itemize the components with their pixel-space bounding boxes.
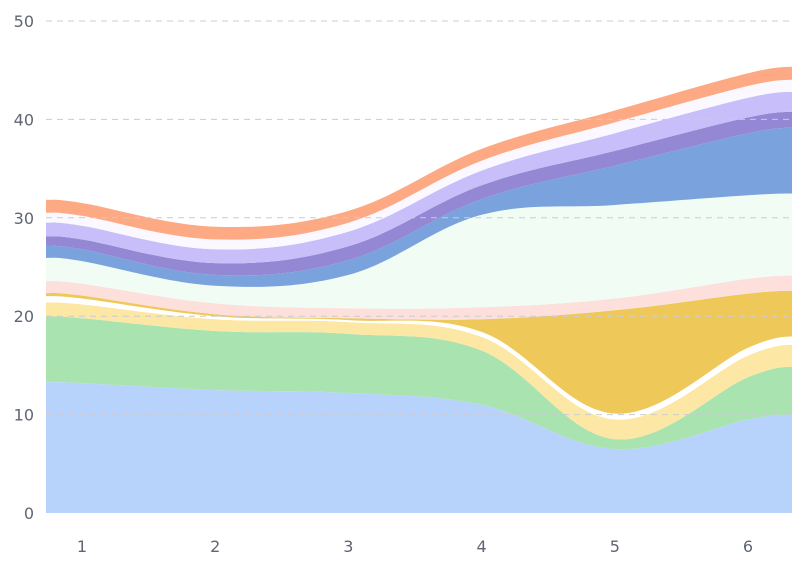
y-tick-label: 30: [14, 209, 34, 228]
area-series-10: [46, 91, 792, 264]
area-series-2: [46, 316, 792, 450]
area-series-group: [46, 66, 792, 514]
y-axis: 0 10 20 30 40 50: [14, 12, 34, 523]
x-axis: 1 2 3 4 5 6: [77, 537, 753, 556]
area-series-9: [46, 111, 792, 276]
area-series-12: [46, 66, 792, 240]
y-tick-label: 50: [14, 12, 34, 31]
x-tick-label: 6: [743, 537, 753, 556]
area-series-1: [46, 382, 792, 514]
y-gridlines: [46, 20, 792, 416]
x-tick-label: 2: [210, 537, 220, 556]
area-series-8: [46, 127, 792, 287]
area-series-3: [46, 302, 792, 440]
x-tick-label: 1: [77, 537, 87, 556]
area-series-11: [46, 79, 792, 250]
y-tick-label: 40: [14, 110, 34, 129]
area-series-7: [46, 193, 792, 309]
y-tick-label: 0: [24, 504, 34, 523]
area-series-6: [46, 275, 792, 320]
x-tick-label: 3: [343, 537, 353, 556]
x-tick-label: 4: [477, 537, 487, 556]
area-series-5: [46, 290, 792, 414]
y-tick-label: 10: [14, 406, 34, 425]
y-tick-label: 20: [14, 307, 34, 326]
x-tick-label: 5: [610, 537, 620, 556]
area-series-4: [46, 296, 792, 420]
